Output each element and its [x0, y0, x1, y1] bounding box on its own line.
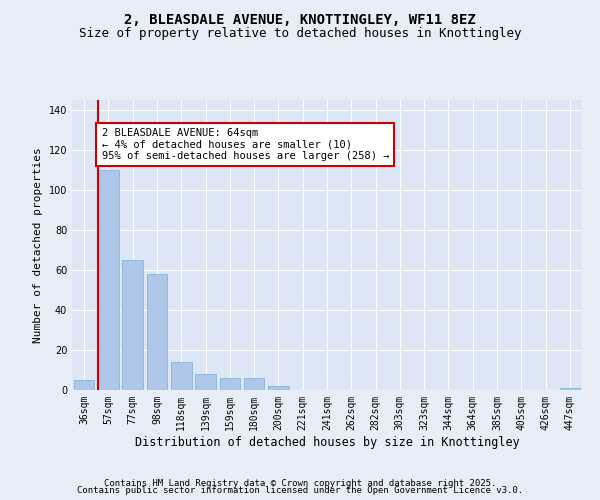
- Bar: [244, 378, 265, 390]
- Bar: [98, 170, 119, 390]
- Bar: [268, 386, 289, 390]
- Text: Contains public sector information licensed under the Open Government Licence v3: Contains public sector information licen…: [77, 486, 523, 495]
- Bar: [560, 388, 580, 390]
- Y-axis label: Number of detached properties: Number of detached properties: [33, 147, 43, 343]
- X-axis label: Distribution of detached houses by size in Knottingley: Distribution of detached houses by size …: [134, 436, 520, 448]
- Bar: [220, 378, 240, 390]
- Text: Contains HM Land Registry data © Crown copyright and database right 2025.: Contains HM Land Registry data © Crown c…: [104, 478, 496, 488]
- Bar: [195, 374, 216, 390]
- Text: 2 BLEASDALE AVENUE: 64sqm
← 4% of detached houses are smaller (10)
95% of semi-d: 2 BLEASDALE AVENUE: 64sqm ← 4% of detach…: [101, 128, 389, 161]
- Text: Size of property relative to detached houses in Knottingley: Size of property relative to detached ho…: [79, 28, 521, 40]
- Text: 2, BLEASDALE AVENUE, KNOTTINGLEY, WF11 8EZ: 2, BLEASDALE AVENUE, KNOTTINGLEY, WF11 8…: [124, 12, 476, 26]
- Bar: [74, 380, 94, 390]
- Bar: [122, 260, 143, 390]
- Bar: [171, 362, 191, 390]
- Bar: [146, 274, 167, 390]
